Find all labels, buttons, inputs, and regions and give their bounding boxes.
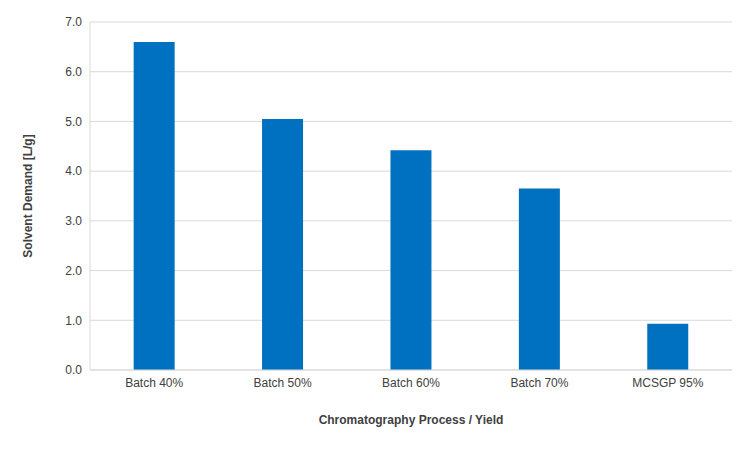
svg-text:1.0: 1.0 xyxy=(65,314,82,328)
svg-text:6.0: 6.0 xyxy=(65,65,82,79)
svg-text:7.0: 7.0 xyxy=(65,15,82,29)
svg-text:Batch 50%: Batch 50% xyxy=(254,376,312,390)
svg-text:Solvent Demand [L/g]: Solvent Demand [L/g] xyxy=(21,134,35,257)
svg-text:3.0: 3.0 xyxy=(65,214,82,228)
svg-text:4.0: 4.0 xyxy=(65,164,82,178)
svg-text:Batch 70%: Batch 70% xyxy=(510,376,568,390)
svg-text:MCSGP 95%: MCSGP 95% xyxy=(632,376,703,390)
svg-text:Batch 60%: Batch 60% xyxy=(382,376,440,390)
svg-text:Chromatography Process / Yield: Chromatography Process / Yield xyxy=(319,413,504,427)
svg-text:Batch 40%: Batch 40% xyxy=(125,376,183,390)
svg-text:2.0: 2.0 xyxy=(65,264,82,278)
svg-text:5.0: 5.0 xyxy=(65,115,82,129)
svg-text:0.0: 0.0 xyxy=(65,363,82,377)
